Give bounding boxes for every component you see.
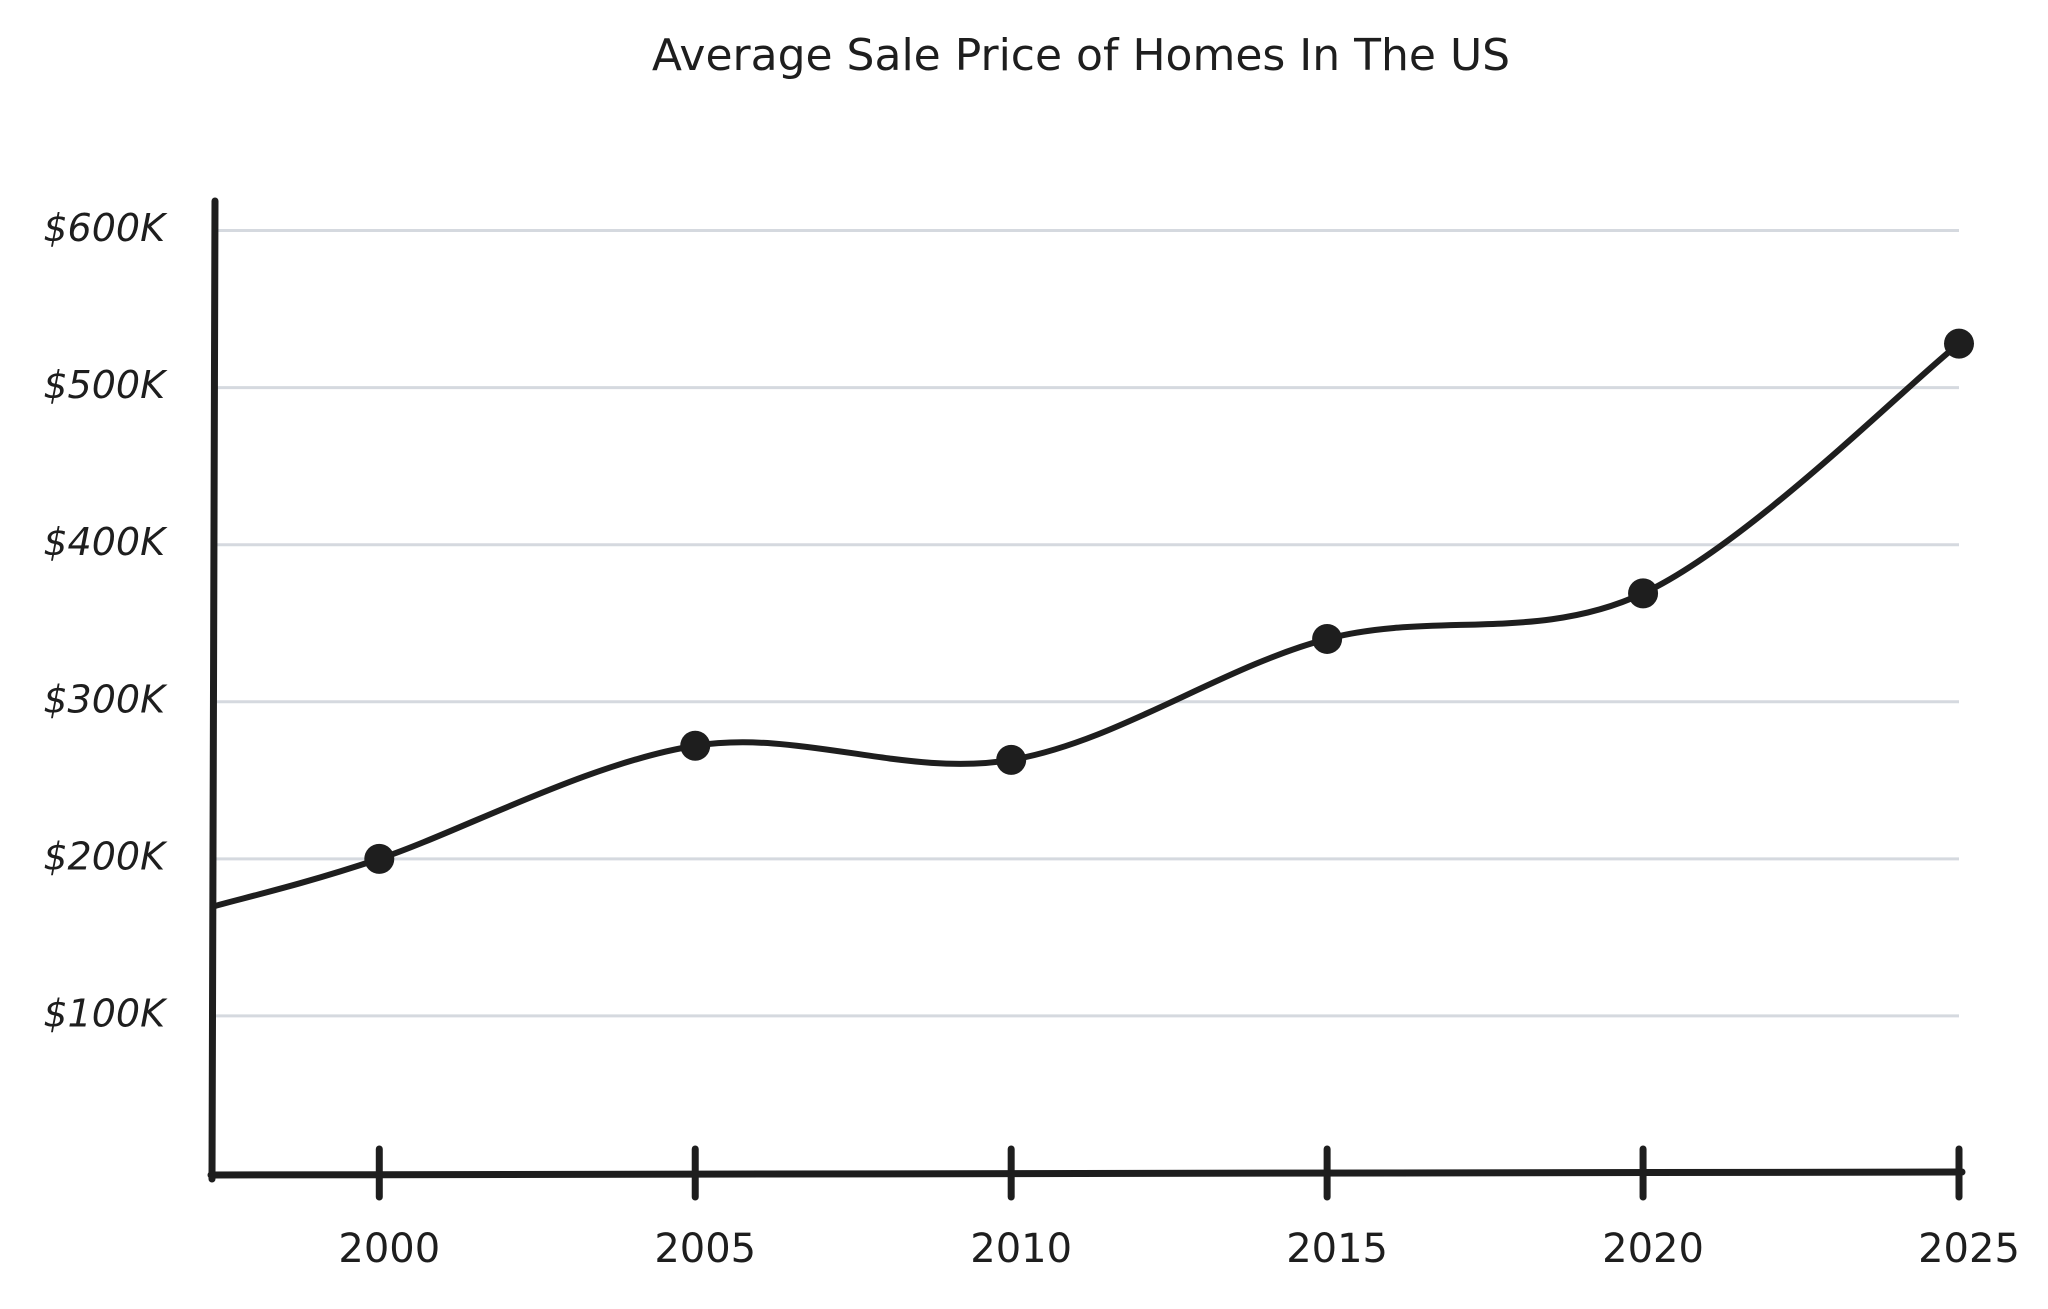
y-tick-label: $100K [43, 991, 168, 1035]
line [212, 340, 1962, 909]
y-tick-label: $300K [43, 677, 168, 721]
x-tick-label: 2005 [654, 1226, 756, 1272]
x-tick-label: 2010 [970, 1226, 1072, 1272]
marker [364, 843, 395, 874]
x-tick-label: 2025 [1918, 1226, 2020, 1272]
y-tick-label: $400K [43, 520, 168, 564]
x-tick-label: 2020 [1602, 1226, 1704, 1272]
x-axis [207, 1168, 1966, 1179]
marker [996, 744, 1027, 775]
y-tick-label: $600K [43, 206, 168, 250]
x-tick-label: 2000 [338, 1226, 440, 1272]
marker [680, 730, 711, 761]
marker [1628, 578, 1659, 609]
y-tick-label: $500K [43, 363, 168, 407]
y-tick-label: $200K [43, 834, 168, 878]
marker [1944, 328, 1974, 359]
chart-title: Average Sale Price of Homes In The US [652, 30, 1510, 81]
y-axis [208, 197, 219, 1183]
x-tick-label: 2015 [1286, 1226, 1388, 1272]
marker [1312, 623, 1343, 654]
